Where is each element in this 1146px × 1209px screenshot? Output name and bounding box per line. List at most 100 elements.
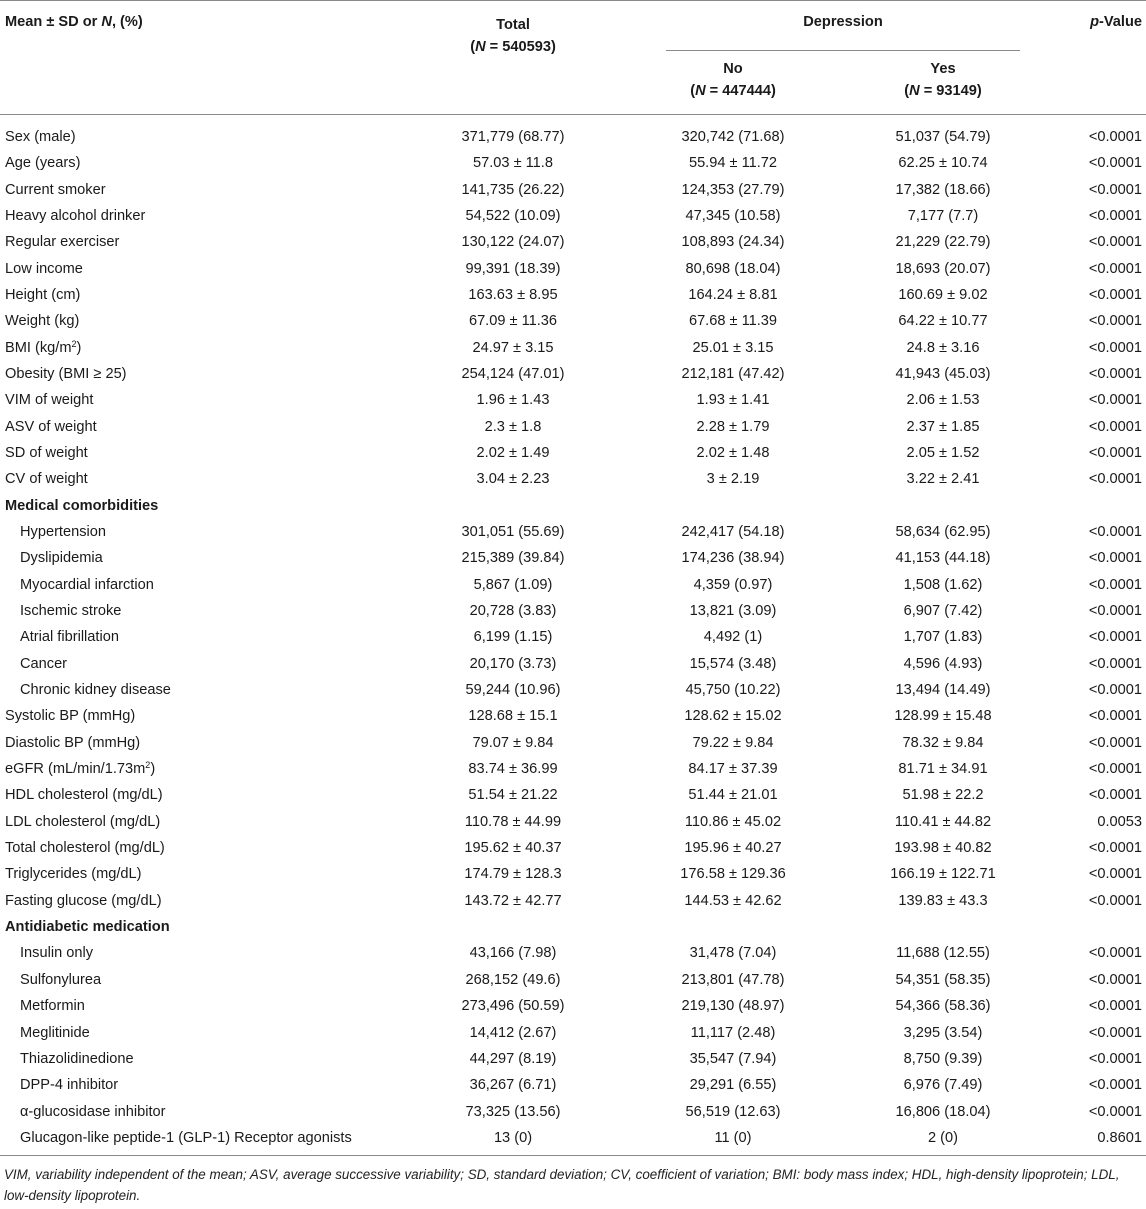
cell-total: 14,412 (2.67) bbox=[469, 1024, 557, 1041]
row-label: Meglitinide bbox=[20, 1024, 90, 1041]
cell-pvalue bbox=[1053, 492, 1146, 518]
table-row: HDL cholesterol (mg/dL) 51.54 ± 21.22 51.4… bbox=[0, 782, 1146, 808]
row-label: Triglycerides (mg/dL) bbox=[5, 866, 142, 883]
table-row: Ischemic stroke 20,728 (3.83) 13,821 (3.09… bbox=[0, 598, 1146, 624]
row-label: Sex (male) bbox=[5, 129, 76, 145]
cell-pvalue: <0.0001 bbox=[1088, 207, 1142, 224]
cell-pvalue: <0.0001 bbox=[1088, 576, 1142, 593]
table-row: Triglycerides (mg/dL) 174.79 ± 128.3 176.5… bbox=[0, 861, 1146, 887]
table-row: Diastolic BP (mmHg) 79.07 ± 9.84 79.22 ± 9… bbox=[0, 730, 1146, 756]
row-label: Current smoker bbox=[5, 181, 106, 198]
table-row: Heavy alcohol drinker 54,522 (10.09) 47,34… bbox=[0, 203, 1146, 229]
cell-depression-yes: 3,295 (3.54) bbox=[903, 1024, 983, 1041]
cell-depression-no: 67.68 ± 11.39 bbox=[688, 313, 778, 330]
cell-depression-no: 174,236 (38.94) bbox=[681, 550, 785, 567]
cell-depression-yes: 54,351 (58.35) bbox=[895, 971, 991, 988]
table-footnote: VIM, variability independent of the mean… bbox=[4, 1167, 1120, 1204]
header-depression-yes: Yes (N = 93149) bbox=[904, 61, 982, 99]
cell-total: 143.72 ± 42.77 bbox=[464, 892, 562, 909]
table-row: SD of weight 2.02 ± 1.49 2.02 ± 1.48 2.05 ±… bbox=[0, 440, 1146, 466]
table-row: eGFR (mL/min/1.73m2) 83.74 ± 36.99 84.17 ±… bbox=[0, 756, 1146, 782]
row-label: HDL cholesterol (mg/dL) bbox=[5, 787, 163, 804]
cell-depression-yes: 62.25 ± 10.74 bbox=[898, 155, 988, 172]
table-row: Weight (kg) 67.09 ± 11.36 67.68 ± 11.39 64.… bbox=[0, 308, 1146, 334]
row-label: Dyslipidemia bbox=[20, 550, 103, 567]
cell-depression-no: 4,492 (1) bbox=[703, 629, 763, 646]
cell-total: 5,867 (1.09) bbox=[473, 576, 553, 593]
row-label: Height (cm) bbox=[5, 286, 81, 303]
table-row: ASV of weight 2.3 ± 1.8 2.28 ± 1.79 2.37 ± … bbox=[0, 413, 1146, 439]
cell-depression-no: 212,181 (47.42) bbox=[681, 365, 785, 382]
cell-pvalue: <0.0001 bbox=[1088, 181, 1142, 198]
table-row: DPP-4 inhibitor 36,267 (6.71) 29,291 (6.55… bbox=[0, 1072, 1146, 1098]
cell-total: 2.3 ± 1.8 bbox=[484, 418, 542, 435]
cell-pvalue: <0.0001 bbox=[1088, 1077, 1142, 1094]
row-label: Fasting glucose (mg/dL) bbox=[5, 892, 162, 909]
cell-total: 3.04 ± 2.23 bbox=[476, 471, 550, 488]
cell-depression-no: 51.44 ± 21.01 bbox=[688, 787, 778, 804]
cell-depression-yes: 2.05 ± 1.52 bbox=[906, 444, 980, 461]
cell-depression-no: 195.96 ± 40.27 bbox=[684, 840, 782, 857]
table-row: Low income 99,391 (18.39) 80,698 (18.04) 18… bbox=[0, 255, 1146, 281]
cell-depression-yes: 1,707 (1.83) bbox=[903, 629, 983, 646]
cell-total: 43,166 (7.98) bbox=[469, 945, 557, 962]
cell-depression-yes: 4,596 (4.93) bbox=[903, 655, 983, 672]
cell-total: 141,735 (26.22) bbox=[461, 181, 565, 198]
table-row: Current smoker 141,735 (26.22) 124,353 (27… bbox=[0, 176, 1146, 202]
cell-depression-no: 164.24 ± 8.81 bbox=[688, 286, 778, 303]
table-row: Fasting glucose (mg/dL) 143.72 ± 42.77 144… bbox=[0, 888, 1146, 914]
cell-depression-yes: 8,750 (9.39) bbox=[903, 1050, 983, 1067]
baseline-characteristics-table: Mean ± SD or N, (%) Total (N = 540593) D… bbox=[0, 0, 1146, 1156]
cell-pvalue: <0.0001 bbox=[1088, 761, 1142, 778]
cell-depression-yes: 51.98 ± 22.2 bbox=[902, 787, 984, 804]
cell-pvalue: <0.0001 bbox=[1088, 550, 1142, 567]
cell-depression-no: 219,130 (48.97) bbox=[681, 998, 785, 1015]
cell-total: 54,522 (10.09) bbox=[465, 207, 561, 224]
table-row: Meglitinide 14,412 (2.67) 11,117 (2.48) 3,2… bbox=[0, 1019, 1146, 1045]
cell-depression-yes: 1,508 (1.62) bbox=[903, 576, 983, 593]
row-label: BMI (kg/m2) bbox=[5, 338, 82, 356]
cell-pvalue: <0.0001 bbox=[1088, 1050, 1142, 1067]
cell-pvalue: 0.8601 bbox=[1097, 1129, 1142, 1146]
cell-pvalue: <0.0001 bbox=[1088, 629, 1142, 646]
header-depression-no: No (N = 447444) bbox=[690, 61, 776, 99]
cell-depression-no bbox=[633, 492, 833, 518]
cell-total: 1.96 ± 1.43 bbox=[476, 392, 550, 409]
cell-depression-yes: 110.41 ± 44.82 bbox=[894, 813, 992, 830]
table-row: Regular exerciser 130,122 (24.07) 108,893 … bbox=[0, 229, 1146, 255]
cell-pvalue: <0.0001 bbox=[1088, 1024, 1142, 1041]
table-row: LDL cholesterol (mg/dL) 110.78 ± 44.99 110… bbox=[0, 809, 1146, 835]
table-row: Thiazolidinedione 44,297 (8.19) 35,547 (7.… bbox=[0, 1046, 1146, 1072]
cell-total: 36,267 (6.71) bbox=[469, 1077, 557, 1094]
cell-depression-no: 4,359 (0.97) bbox=[693, 576, 773, 593]
row-label: Weight (kg) bbox=[5, 313, 80, 330]
row-label: Myocardial infarction bbox=[20, 576, 154, 593]
cell-depression-no: 11,117 (2.48) bbox=[690, 1024, 776, 1041]
row-label: Age (years) bbox=[5, 155, 81, 172]
cell-pvalue: <0.0001 bbox=[1088, 339, 1142, 356]
cell-depression-no: 55.94 ± 11.72 bbox=[688, 155, 778, 172]
row-label: CV of weight bbox=[5, 471, 88, 488]
cell-depression-yes: 58,634 (62.95) bbox=[895, 523, 991, 540]
cell-pvalue: <0.0001 bbox=[1088, 787, 1142, 804]
cell-depression-no: 31,478 (7.04) bbox=[689, 945, 777, 962]
table-row: Sex (male) 371,779 (68.77) 320,742 (71.68)… bbox=[0, 115, 1146, 151]
row-label: Thiazolidinedione bbox=[20, 1050, 134, 1067]
cell-pvalue: <0.0001 bbox=[1088, 1103, 1142, 1120]
cell-depression-no: 1.93 ± 1.41 bbox=[696, 392, 770, 409]
row-label: Low income bbox=[5, 260, 83, 277]
cell-depression-no: 2.28 ± 1.79 bbox=[696, 418, 770, 435]
group-divider bbox=[666, 50, 1020, 51]
cell-depression-no: 45,750 (10.22) bbox=[685, 682, 781, 699]
row-label: Total cholesterol (mg/dL) bbox=[5, 840, 165, 857]
cell-total: 20,728 (3.83) bbox=[469, 603, 557, 620]
cell-total: 128.68 ± 15.1 bbox=[468, 708, 558, 725]
table-row: Height (cm) 163.63 ± 8.95 164.24 ± 8.81 160… bbox=[0, 282, 1146, 308]
table-row: Systolic BP (mmHg) 128.68 ± 15.1 128.62 ± … bbox=[0, 703, 1146, 729]
cell-total: 79.07 ± 9.84 bbox=[472, 734, 554, 751]
table-row: Atrial fibrillation 6,199 (1.15) 4,492 (1)… bbox=[0, 624, 1146, 650]
cell-depression-yes: 193.98 ± 40.82 bbox=[894, 840, 992, 857]
row-label: Insulin only bbox=[20, 945, 94, 962]
table-row: VIM of weight 1.96 ± 1.43 1.93 ± 1.41 2.06 … bbox=[0, 387, 1146, 413]
cell-pvalue: <0.0001 bbox=[1088, 682, 1142, 699]
